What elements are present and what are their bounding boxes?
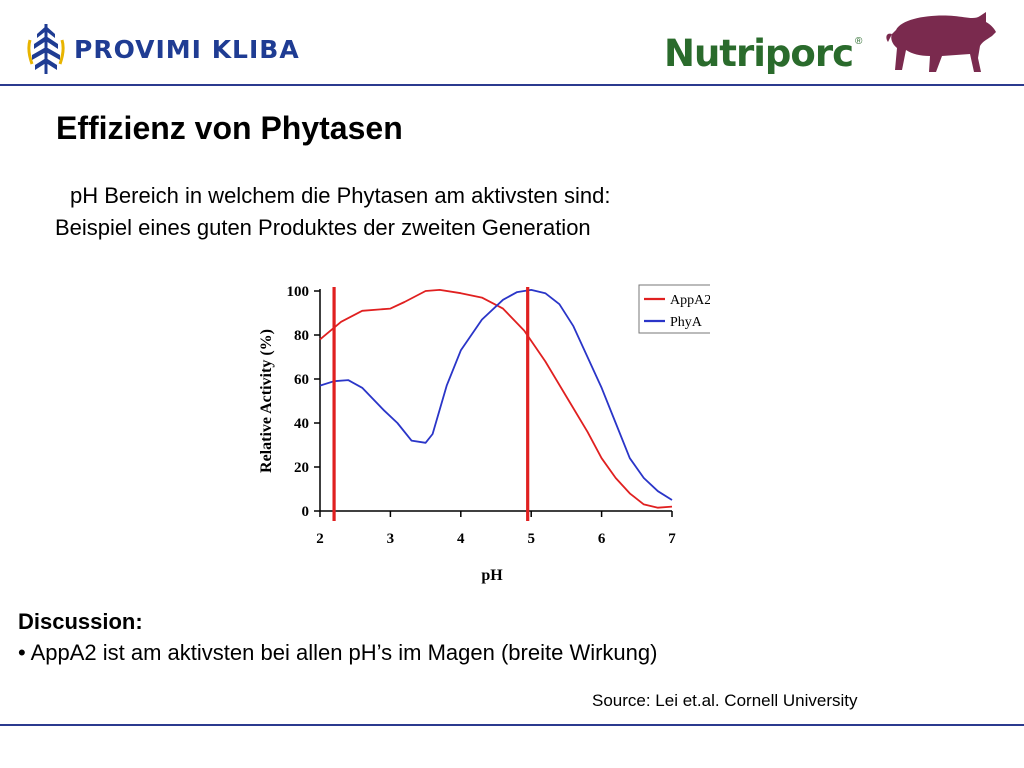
x-tick-label: 7 <box>668 531 676 547</box>
header-rule <box>0 84 1024 86</box>
legend-label-phya: PhyA <box>670 315 703 330</box>
x-axis-label: pH <box>481 567 503 584</box>
page-title: Effizienz von Phytasen <box>56 110 403 146</box>
x-tick-label: 2 <box>316 531 324 547</box>
x-tick-label: 4 <box>457 531 465 547</box>
nutriporc-wordmark: Nutriporc <box>664 31 854 75</box>
y-tick-label: 60 <box>294 372 309 388</box>
legend-box <box>638 284 710 334</box>
x-tick-label: 6 <box>598 531 606 547</box>
subtitle-line-1: pH Bereich in welchem die Phytasen am ak… <box>70 183 611 208</box>
subtitle-line-2: Beispiel eines guten Produktes der zweit… <box>55 215 591 240</box>
discussion-title: Discussion: <box>18 609 143 634</box>
x-tick-label: 5 <box>527 531 535 547</box>
series-line-appa2 <box>319 288 673 509</box>
y-tick-label: 20 <box>294 460 309 476</box>
y-tick-label: 80 <box>294 328 309 344</box>
provimi-kliba-logo: PROVIMI KLIBA <box>26 20 300 78</box>
pig-icon <box>886 12 997 72</box>
legend-label-appa2: AppA2 <box>670 293 710 308</box>
y-tick-label: 40 <box>294 416 309 432</box>
y-axis-label: Relative Activity (%) <box>258 329 275 473</box>
discussion-bullet: • AppA2 ist am aktivsten bei allen pH’s … <box>18 640 658 665</box>
series-line-phya <box>319 288 673 501</box>
x-tick-label: 3 <box>387 531 395 547</box>
y-tick-label: 0 <box>302 504 310 520</box>
provimi-kliba-wordmark: PROVIMI KLIBA <box>74 34 300 64</box>
y-tick-label: 100 <box>287 284 310 300</box>
wheat-emblem-icon <box>27 24 65 74</box>
source-citation: Source: Lei et.al. Cornell University <box>592 691 858 710</box>
footer-rule <box>0 724 1024 726</box>
phytase-activity-chart: 0 20 40 60 80 100 2 3 4 5 6 7 pH Relative Activity (%… <box>258 284 710 584</box>
nutriporc-logo: Nutriporc ® <box>664 12 1000 80</box>
registered-mark: ® <box>855 35 863 47</box>
